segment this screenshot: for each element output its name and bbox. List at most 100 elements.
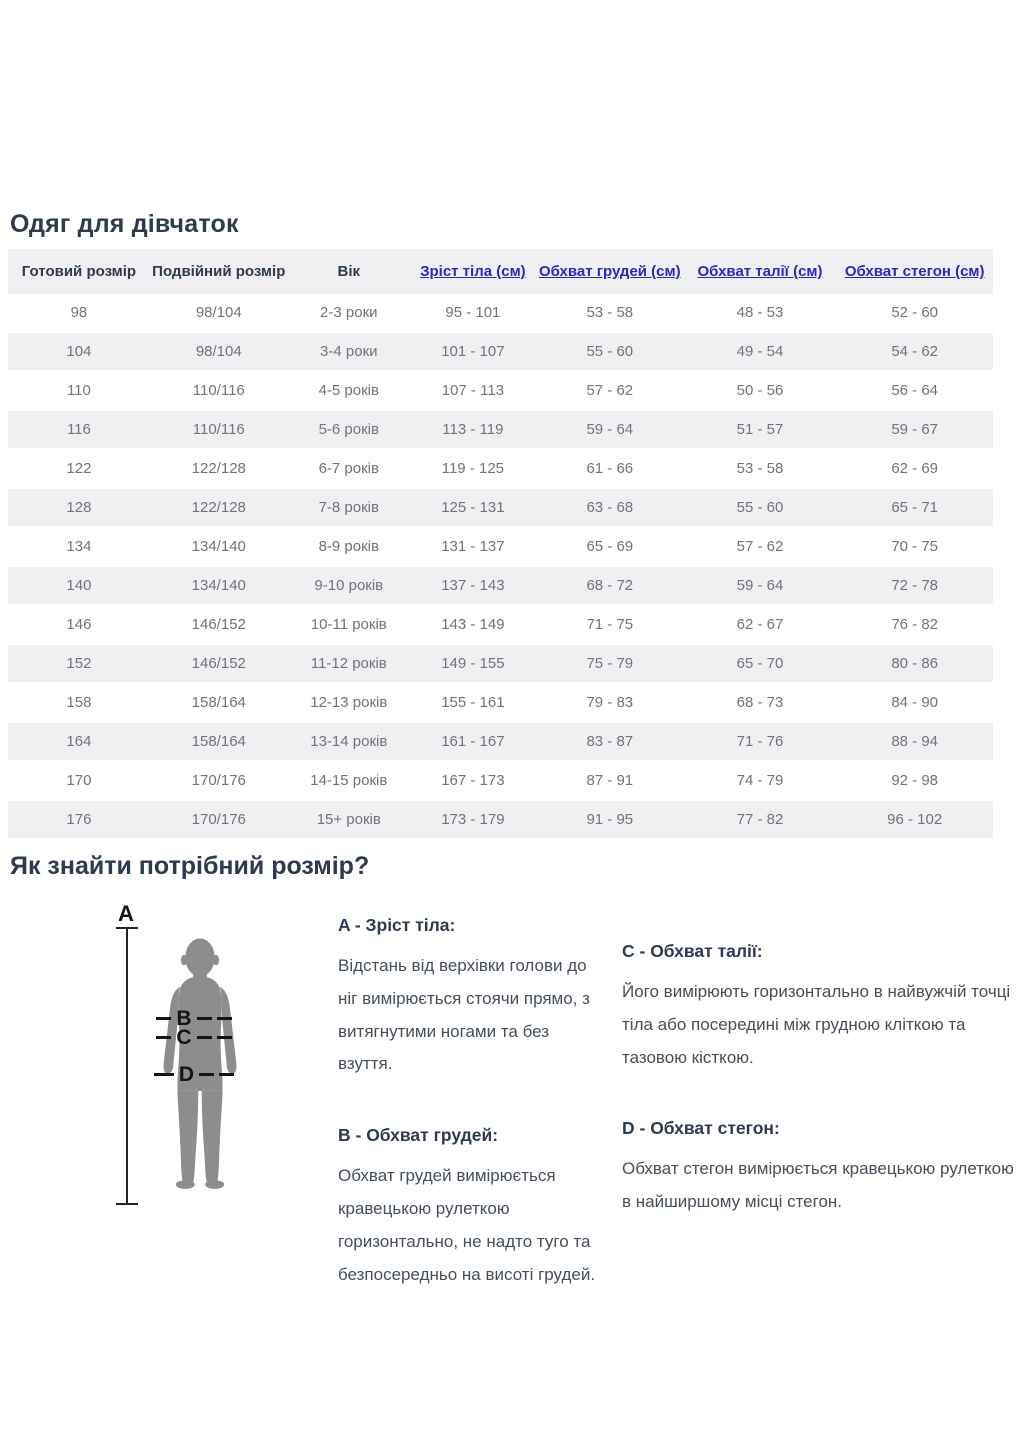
figure-label-c: C [176,1026,192,1049]
table-cell: 55 - 60 [535,332,684,371]
column-header-anchor[interactable]: Обхват талії (см) [697,263,823,280]
table-row: 134 134/140 8-9 років 131 - 137 65 - 69 57 - … [8,527,993,566]
table-cell: 8-9 років [318,538,379,555]
table-cell: 158/164 [191,694,246,711]
table-cell: 122/128 [149,488,288,527]
table-cell: 65 - 70 [683,644,837,683]
figure-marker-b: B [142,1008,246,1029]
table-cell: 155 - 161 [441,694,505,711]
table-cell: 95 - 101 [445,304,501,321]
table-row: 176 170/176 15+ років 173 - 179 91 - 95 77 - … [8,800,993,839]
table-cell: 13-14 років [287,722,410,761]
table-cell: 110/116 [192,382,245,399]
table-cell: 12-13 років [310,694,388,711]
table-cell: 125 - 131 [409,488,536,527]
table-cell: 92 - 98 [891,772,939,789]
table-cell: 5-6 років [287,410,410,449]
table-cell: 131 - 137 [441,538,505,555]
height-measure-line [116,927,138,1205]
table-cell: 146/152 [149,644,288,683]
table-cell: 146/152 [191,616,246,633]
table-row: 146 146/152 10-11 років 143 - 149 71 - 75 62 … [8,605,993,644]
figure-label-b: B [176,1007,192,1030]
table-cell: 74 - 79 [736,772,784,789]
table-cell: 53 - 58 [586,304,634,321]
table-cell: 77 - 82 [683,800,837,839]
child-silhouette-image [163,938,237,1189]
page-title: Одяг для дівчаток [10,210,239,238]
table-cell: 176 [8,800,150,839]
table-cell: 84 - 90 [891,694,939,711]
column-header-link: Зріст тіла (см) [409,249,536,294]
table-cell: 98/104 [149,332,288,371]
table-cell: 71 - 76 [683,722,837,761]
dash-line [156,1017,172,1020]
table-cell: 170/176 [191,772,246,789]
table-cell: 98 [70,304,88,321]
guide-block-height: A - Зріст тіла: Відстань від верхівки го… [338,915,598,1081]
table-cell: 113 - 119 [409,410,536,449]
table-cell: 122 [66,460,92,477]
table-cell: 149 - 155 [409,644,536,683]
figure-label-a: A [118,901,134,926]
table-cell: 146 [66,616,92,633]
dash-line [153,1073,174,1076]
table-cell: 4-5 років [318,382,379,399]
table-cell: 143 - 149 [441,616,505,633]
guide-block-text: Обхват стегон вимірюється кравецькою рул… [622,1159,1014,1212]
table-cell: 76 - 82 [891,616,939,633]
table-cell: 152 [8,644,150,683]
guide-title: Як знайти потрібний розмір? [10,852,370,880]
table-cell: 134 [66,538,92,555]
table-cell: 53 - 58 [736,460,784,477]
table-cell: 51 - 57 [683,410,837,449]
table-row: 116 110/116 5-6 років 113 - 119 59 - 64 51 - … [8,410,993,449]
table-cell: 101 - 107 [409,332,536,371]
figure-marker-d: D [142,1064,246,1085]
table-cell: 55 - 60 [683,488,837,527]
table-cell: 50 - 56 [736,382,784,399]
table-cell: 170 [66,772,92,789]
table-cell: 137 - 143 [409,566,536,605]
table-cell: 98/104 [195,304,242,321]
table-row: 158 158/164 12-13 років 155 - 161 79 - 83 68 … [8,683,993,722]
guide-column-left: A - Зріст тіла: Відстань від верхівки го… [338,901,598,1291]
table-cell: 122/128 [191,460,246,477]
column-header-link: Обхват талії (см) [683,249,837,294]
figure-marker-c: C [142,1027,246,1048]
guide-block-hips: D - Обхват стегон: Обхват стегон вимірює… [622,1118,1022,1219]
guide-block-waist: C - Обхват талії: Його вимірюють горизон… [622,941,1022,1074]
table-row: 152 146/152 11-12 років 149 - 155 75 - 79 65 … [8,644,993,683]
table-cell: 48 - 53 [736,304,784,321]
table-cell: 161 - 167 [409,722,536,761]
table-cell: 57 - 62 [736,538,784,555]
guide-column-right: C - Обхват талії: Його вимірюють горизон… [622,901,1022,1219]
guide-block-text: Обхват грудей вимірюється кравецькою рул… [338,1166,596,1284]
table-cell: 119 - 125 [441,460,505,477]
table-row: 104 98/104 3-4 роки 101 - 107 55 - 60 49 - 54… [8,332,993,371]
table-header-row: Готовий розмір Подвійний розмір Вік Зріст т… [8,249,993,294]
table-cell: 62 - 69 [891,460,939,477]
table-cell: 56 - 64 [891,382,939,399]
table-cell: 2-3 роки [320,304,378,321]
table-cell: 110 [66,382,91,399]
table-cell: 3-4 роки [287,332,410,371]
column-header-anchor[interactable]: Обхват стегон (см) [844,263,985,280]
column-header-anchor[interactable]: Обхват грудей (см) [538,263,681,280]
column-header-anchor[interactable]: Зріст тіла (см) [420,263,526,280]
table-row: 122 122/128 6-7 років 119 - 125 61 - 66 53 - … [8,449,993,488]
column-header: Подвійний розмір [149,249,288,294]
table-cell: 62 - 67 [736,616,784,633]
figure-label-d: D [178,1063,195,1086]
table-cell: 7-8 років [287,488,410,527]
column-header-link: Обхват стегон (см) [836,249,993,294]
table-cell: 173 - 179 [409,800,536,839]
table-cell: 65 - 71 [836,488,993,527]
table-cell: 68 - 72 [535,566,684,605]
table-cell: 96 - 102 [836,800,993,839]
column-header: Вік [287,249,410,294]
table-cell: 14-15 років [310,772,388,789]
table-cell: 87 - 91 [586,772,634,789]
dash-line [196,1036,212,1039]
